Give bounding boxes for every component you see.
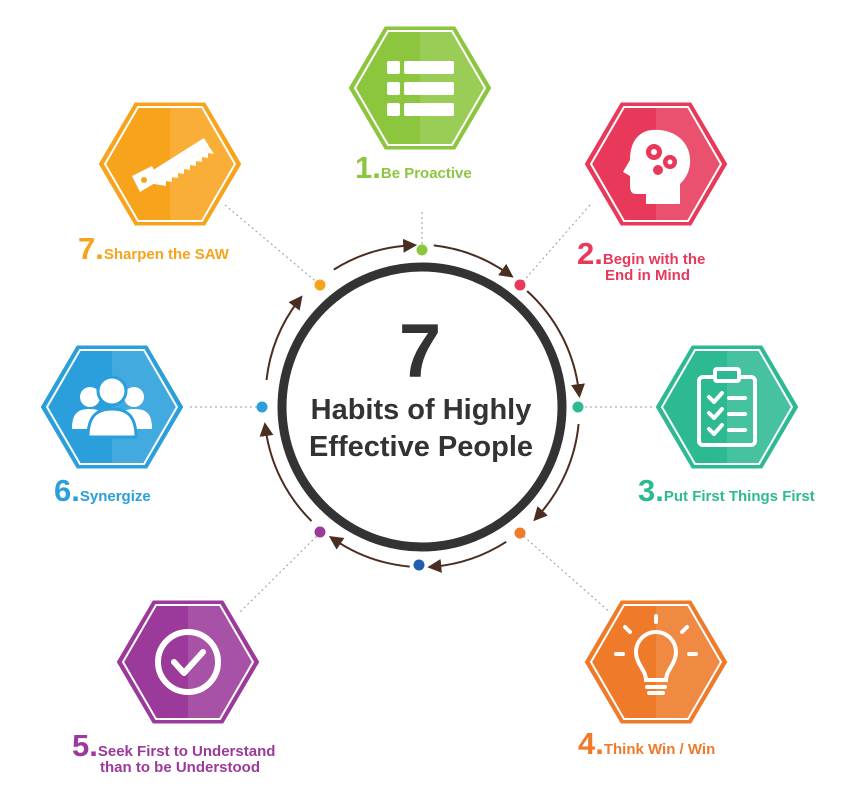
habit-2-number: 2. <box>577 236 603 271</box>
center-title: Habits of Highly Effective People <box>290 392 552 466</box>
saw-icon <box>132 138 214 192</box>
dot-8 <box>314 279 326 291</box>
habit-6-number: 6. <box>54 473 80 508</box>
habit-6-hexagon <box>37 342 187 472</box>
center-circle <box>277 262 567 552</box>
habit-1-number: 1. <box>355 150 381 185</box>
ring-arc-4 <box>533 423 580 522</box>
ring-arc-2 <box>433 244 514 278</box>
connectors <box>190 204 655 615</box>
dot-7 <box>256 401 268 413</box>
center-title-line-2: Effective People <box>308 431 534 463</box>
dot-3 <box>572 401 584 413</box>
habit-5-text-line-2: than to be Understood <box>100 759 260 776</box>
dot-4 <box>514 527 526 539</box>
cycle-ring <box>259 238 585 573</box>
habit-1-hexagon <box>345 23 495 153</box>
habit-7-label: 7.Sharpen the SAW <box>78 233 229 265</box>
ring-arc-6 <box>328 535 410 568</box>
dot-5 <box>413 559 425 571</box>
habit-4-number: 4. <box>578 726 604 761</box>
lightbulb-icon <box>614 614 698 695</box>
ring-arc-7 <box>259 422 313 522</box>
ring-arc-3 <box>526 290 585 399</box>
habit-3-hexagon <box>652 342 802 472</box>
ring-arc-1 <box>333 238 418 271</box>
connector-7 <box>224 204 321 286</box>
habit-2-text-line-2: End in Mind <box>605 267 690 284</box>
center-title-line-1: Habits of Highly <box>310 394 532 426</box>
clipboard-checklist-icon <box>697 367 757 447</box>
habit-7-hexagon <box>95 99 245 229</box>
habit-6-label: 6.Synergize <box>54 475 151 507</box>
habit-6-text: Synergize <box>79 488 151 505</box>
habit-5-label: 5.Seek First to Understand than to be Un… <box>72 730 275 778</box>
checkmark-circle-icon <box>155 629 221 695</box>
habit-5-hexagon <box>113 597 263 727</box>
habit-3-label: 3.Put First Things First <box>638 475 815 507</box>
habit-2-text-line-1: Begin with the <box>602 251 706 268</box>
list-icon <box>387 61 454 116</box>
habit-5-text-line-1: Seek First to Understand <box>97 743 276 760</box>
habit-2-hexagon <box>581 99 731 229</box>
habit-1-label: 1.Be Proactive <box>355 152 472 184</box>
habit-5-number: 5. <box>72 728 98 763</box>
ring-arc-8 <box>265 295 303 381</box>
habit-4-text: Think Win / Win <box>603 741 716 758</box>
habit-7-number: 7. <box>78 231 104 266</box>
habit-7-text: Sharpen the SAW <box>103 246 229 263</box>
dot-1 <box>416 244 428 256</box>
habit-3-text: Put First Things First <box>663 488 815 505</box>
connector-4 <box>519 532 613 615</box>
habit-1-text: Be Proactive <box>380 165 472 182</box>
people-group-icon <box>72 375 152 439</box>
ring-dots <box>256 244 584 571</box>
ring-arc-5 <box>427 540 507 573</box>
habit-2-label: 2.Begin with the End in Mind <box>577 238 705 286</box>
dot-2 <box>514 279 526 291</box>
connector-5 <box>239 532 321 613</box>
head-gears-icon <box>623 129 691 204</box>
habit-3-number: 3. <box>638 473 664 508</box>
dot-6 <box>314 526 326 538</box>
habit-4-hexagon <box>581 597 731 727</box>
center-number: 7 <box>398 309 442 394</box>
habit-4-label: 4.Think Win / Win <box>578 728 715 760</box>
